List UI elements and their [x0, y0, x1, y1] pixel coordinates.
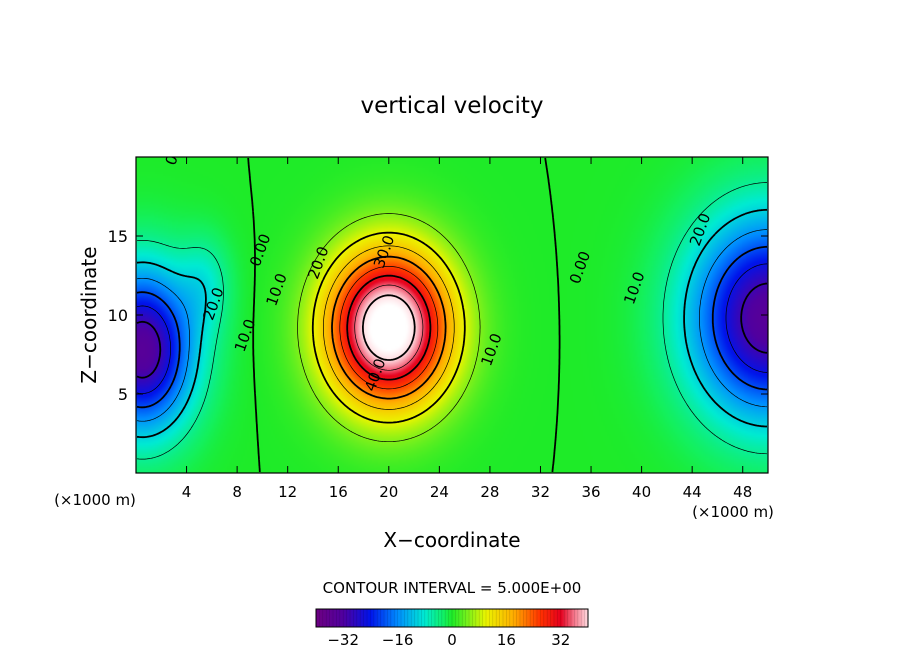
- colorbar: −32 −16 0 16 32: [315, 608, 589, 649]
- contour-interval-label: CONTOUR INTERVAL = 5.000E+00: [323, 579, 582, 597]
- colorbar-frame: [315, 608, 589, 628]
- contour-line: [362, 294, 416, 361]
- contour-line: [339, 266, 439, 390]
- contour-line: [311, 231, 466, 424]
- y-axis-label: Z−coordinate: [77, 246, 101, 383]
- y-axis-ticks: 5 10 15: [108, 227, 768, 404]
- contour-line: [136, 245, 768, 409]
- y-tick-label: 15: [108, 227, 128, 246]
- contour-line: [323, 245, 455, 410]
- contour-line: [136, 229, 768, 422]
- x-tick-label: 36: [581, 483, 600, 501]
- colorbar-tick-label: −16: [382, 631, 414, 649]
- x-tick-label: 16: [329, 483, 348, 501]
- x-tick-label: 12: [278, 483, 297, 501]
- x-tick-label: 44: [683, 483, 702, 501]
- contour-line: [136, 263, 768, 394]
- x-unit-left: (×1000 m): [54, 491, 136, 509]
- contour-line: [354, 284, 424, 371]
- contour-line: [136, 208, 768, 439]
- contour-line: [136, 182, 768, 460]
- colorbar-tick-label: 16: [497, 631, 516, 649]
- contour-line: [346, 274, 432, 381]
- x-tick-label: 4: [182, 483, 192, 501]
- y-tick-label: 10: [108, 306, 128, 325]
- y-tick-label: 5: [118, 385, 128, 404]
- x-unit-right: (×1000 m): [692, 503, 774, 521]
- colorbar-tick-label: −32: [327, 631, 359, 649]
- colorbar-tick-label: 0: [447, 631, 457, 649]
- x-tick-label: 8: [232, 483, 242, 501]
- x-axis-label: X−coordinate: [383, 528, 520, 552]
- colorbar-ticks: −32 −16 0 16 32: [327, 631, 570, 649]
- contour-lines: [136, 157, 768, 473]
- contour-line: [331, 255, 447, 400]
- x-tick-label: 32: [531, 483, 550, 501]
- velocity-field: [136, 157, 768, 473]
- x-tick-label: 40: [632, 483, 651, 501]
- colorbar-tick-label: 32: [551, 631, 570, 649]
- contour-label: 0: [162, 152, 182, 167]
- contour-line: [136, 282, 768, 379]
- contour-line: [297, 213, 481, 443]
- colorbar-gradient: [316, 609, 588, 627]
- x-tick-label: 48: [733, 483, 752, 501]
- x-tick-label: 20: [379, 483, 398, 501]
- chart-title: vertical velocity: [361, 93, 544, 119]
- x-tick-label: 28: [480, 483, 499, 501]
- x-axis-ticks: 4 8 12 16 20 24 28 32 36 40 44 48: [182, 157, 752, 501]
- contour-line: [247, 157, 561, 473]
- x-tick-label: 24: [430, 483, 449, 501]
